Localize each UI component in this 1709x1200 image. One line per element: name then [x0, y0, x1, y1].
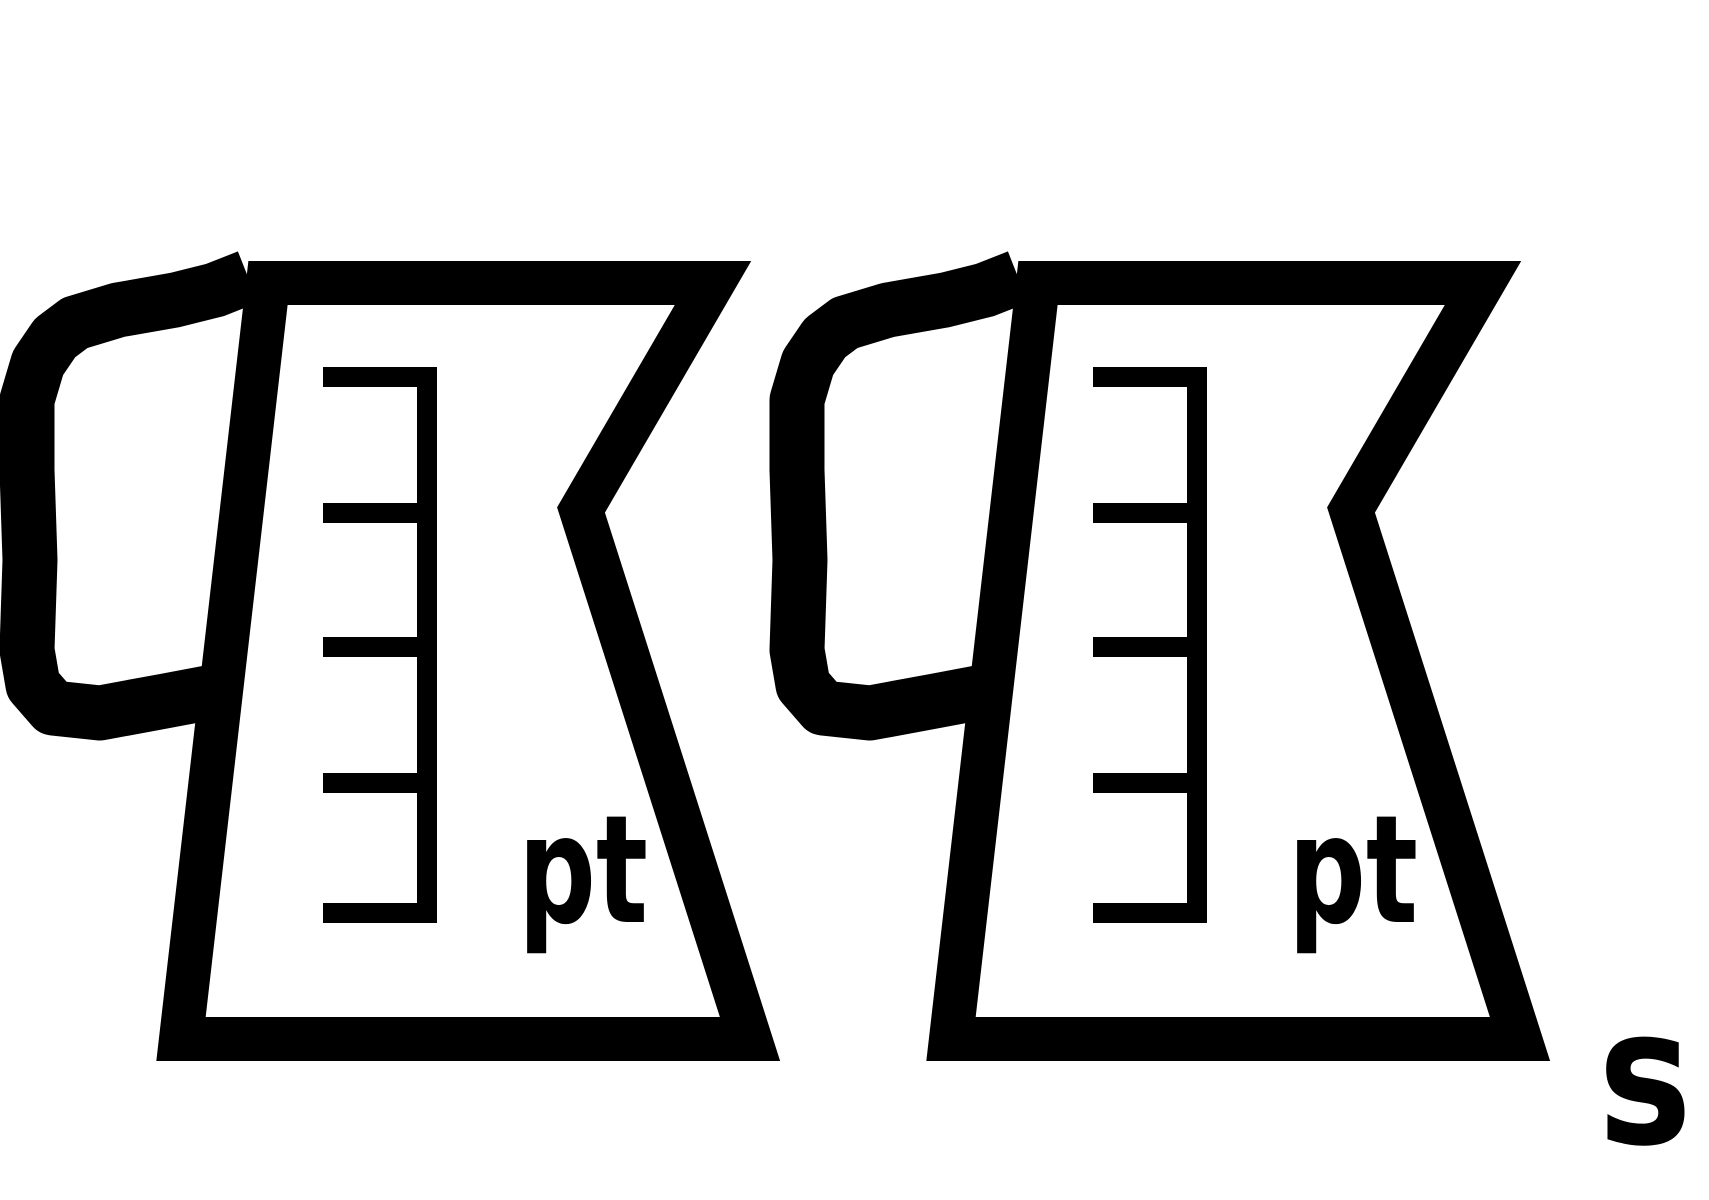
scale-tick	[1093, 773, 1207, 793]
scale-tick	[323, 637, 437, 657]
measuring-jug-icon: pt	[769, 251, 1551, 1061]
scale-tick	[323, 367, 437, 387]
scale-tick	[1093, 903, 1207, 923]
scale-tick	[323, 903, 437, 923]
jug-body	[156, 261, 781, 1061]
unit-label: pt	[518, 784, 648, 958]
scale-tick	[1093, 367, 1207, 387]
plural-suffix: s	[1598, 967, 1692, 1188]
scale-tick	[1093, 503, 1207, 523]
measuring-jug-icon: pt	[0, 251, 781, 1061]
unit-label: pt	[1288, 784, 1418, 958]
measurement-scale	[323, 367, 437, 923]
scale-tick	[323, 503, 437, 523]
scale-tick	[1093, 637, 1207, 657]
jug-body	[926, 261, 1551, 1061]
jug-handle	[769, 251, 1029, 741]
jug-handle	[0, 251, 259, 741]
measurement-scale	[1093, 367, 1207, 923]
scale-tick	[323, 773, 437, 793]
